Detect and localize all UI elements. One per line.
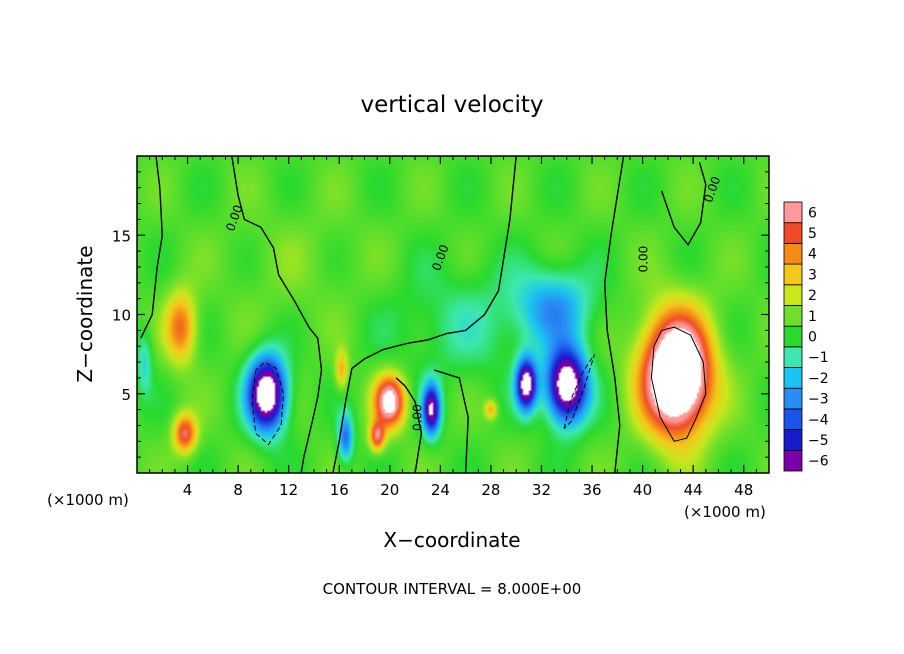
zero-contour-4 [603,155,625,474]
zero-contour-0 [140,155,164,339]
x-tick-label-6: 28 [481,481,500,499]
colorbar-label-1: −5 [808,433,829,449]
y-tick-label-2: 15 [112,227,131,245]
zero-contour-5 [660,162,707,247]
colorbar-swatch-3 [783,387,803,410]
zero-contour-3 [395,377,423,474]
x-tick-label-5: 24 [431,481,450,499]
x-tick-label-3: 16 [330,481,349,499]
y-tick-label-0: 5 [121,386,131,404]
colorbar-label-3: −3 [808,392,829,408]
x-axis-title: X−coordinate [383,528,520,552]
colorbar-swatch-7 [783,305,803,327]
colorbar-swatch-12 [783,201,803,224]
x-tick-label-11: 48 [734,481,753,499]
colorbar-swatch-9 [783,263,803,286]
negative-contour-1 [563,353,596,429]
negative-contour-0 [251,361,285,446]
x-axis-ticks: 4 8 12 16 20 24 28 32 36 40 44 48 [149,156,757,499]
velocity-field-image [137,156,769,473]
zero-contour-6 [433,369,469,474]
colorbar-label-11: 5 [808,226,817,242]
colorbar-swatch-0 [783,449,803,472]
x-unit-label-right: (×1000 m) [684,503,766,521]
contour-lines [140,155,707,474]
x-tick-label-1: 8 [233,481,243,499]
colorbar-label-6: 0 [808,330,817,346]
colorbar-swatch-8 [783,284,803,306]
x-tick-label-0: 4 [183,481,193,499]
x-tick-label-8: 36 [582,481,601,499]
colorbar-label-8: 2 [808,288,817,304]
zero-contour-2 [332,155,517,474]
colorbar-swatch-1 [783,429,803,451]
colorbar-label-4: −2 [808,371,829,387]
colorbar-label-7: 1 [808,309,817,325]
colorbar: −6 −5 −4 −3 −2 −1 0 1 2 3 4 5 6 [783,201,829,472]
y-tick-label-1: 10 [112,307,131,325]
y-axis-ticks: 5 10 15 [112,171,769,458]
colorbar-swatch-11 [783,222,803,244]
colorbar-label-0: −6 [808,454,829,470]
y-axis-title: Z−coordinate [73,245,97,382]
colorbar-label-12: 6 [808,205,817,221]
colorbar-swatch-10 [783,242,803,265]
contour-interval-note: CONTOUR INTERVAL = 8.000E+00 [323,580,582,598]
x-tick-label-10: 44 [684,481,703,499]
positive-contour-0 [650,326,707,442]
zero-contour-1 [231,155,323,474]
x-tick-label-4: 20 [380,481,399,499]
colorbar-label-9: 3 [808,267,817,283]
x-tick-label-7: 32 [532,481,551,499]
x-unit-label-left: (×1000 m) [47,491,129,509]
plot-area: 0.000.00 0.000.000.00 4 8 12 16 20 24 28 32 36 40 4… [112,155,770,499]
colorbar-label-2: −4 [808,412,829,428]
x-tick-label-2: 12 [279,481,298,499]
colorbar-label-5: −1 [808,350,829,366]
contour-label-2: 0.00 [637,246,651,273]
colorbar-swatch-5 [783,346,803,368]
contour-label-4: 0.00 [410,404,424,431]
x-tick-label-9: 40 [633,481,652,499]
chart-title: vertical velocity [361,92,544,118]
colorbar-label-10: 4 [808,247,817,263]
colorbar-swatch-2 [783,408,803,431]
colorbar-swatch-4 [783,367,803,389]
colorbar-swatch-6 [783,325,803,348]
